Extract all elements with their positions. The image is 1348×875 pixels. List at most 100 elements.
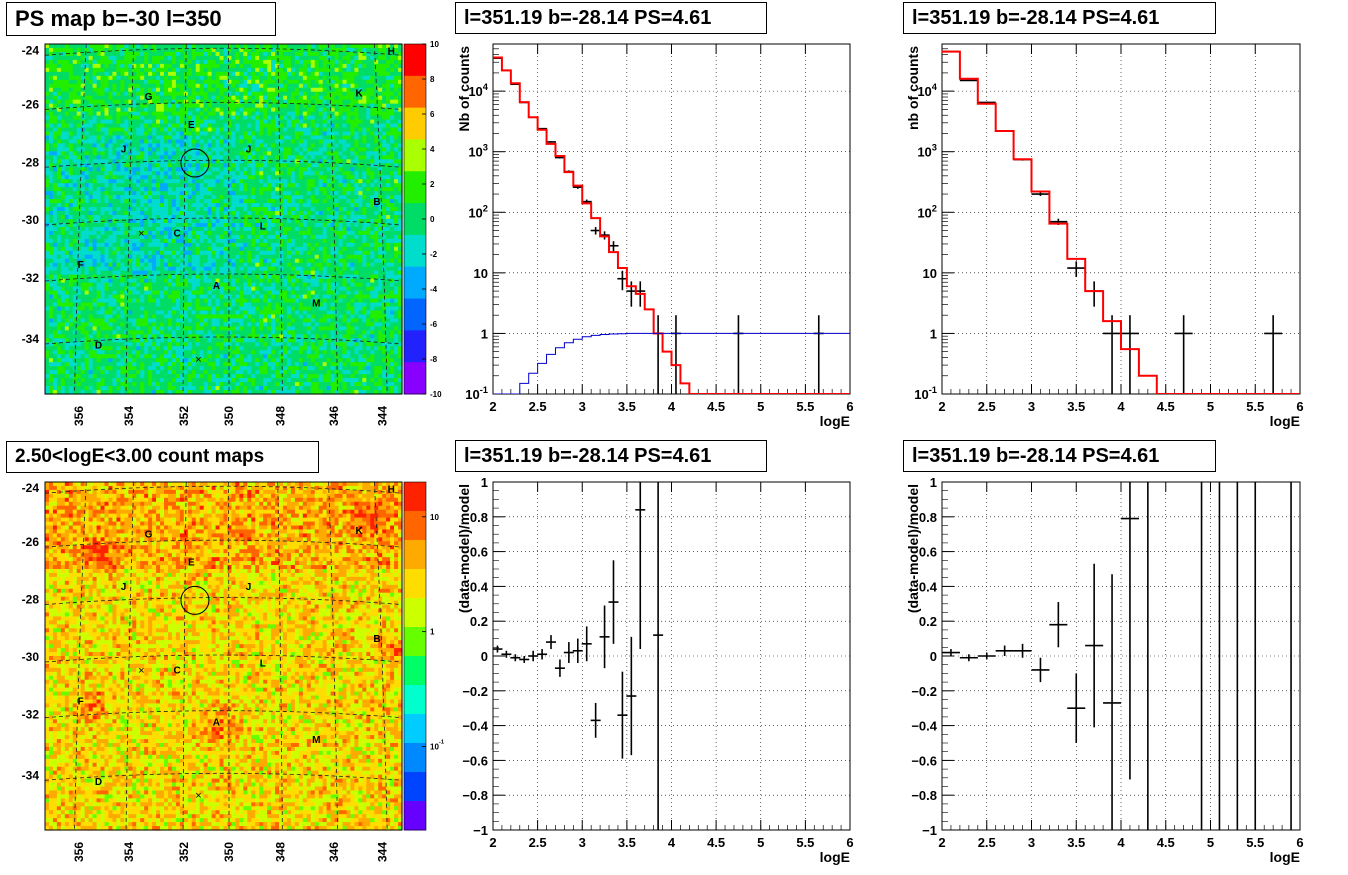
data-point — [653, 482, 664, 830]
y-tick-label: −0.2 — [911, 684, 937, 699]
palette-tick: -6 — [430, 320, 438, 329]
data-point — [1120, 482, 1139, 780]
plot-area — [942, 482, 1292, 830]
data-point — [546, 635, 557, 650]
data-point — [1174, 315, 1193, 394]
map-x-tick: 344 — [375, 842, 389, 862]
data-point — [1120, 315, 1139, 394]
data-point — [510, 654, 521, 662]
palette-top: 10 8 6 4 2 0 -2 -4 -6 -8 -10 — [403, 40, 442, 399]
y-tick-label: 102 — [917, 203, 937, 220]
map-x-tick: 356 — [72, 406, 86, 426]
x-tick-label: 2 — [489, 835, 496, 850]
data-point — [581, 626, 592, 662]
y-tick-label: −0.6 — [911, 753, 937, 768]
palette-tick: 4 — [430, 145, 435, 154]
data-point — [977, 101, 996, 104]
source-label: D — [95, 777, 102, 788]
x-tick-label: 3 — [1028, 835, 1035, 850]
x-tick-label: 2.5 — [529, 399, 547, 414]
x-tick-label: 3 — [1028, 399, 1035, 414]
sky-map-bottom: H G K E J J B C L F A M D × × -24 -26 -28 -30 -32 -34 356 354 3… — [22, 481, 403, 862]
y-tick-label: −0.4 — [462, 719, 488, 734]
data-point — [563, 642, 574, 663]
data-point — [1085, 563, 1104, 728]
y-tick-label: 1 — [481, 326, 488, 341]
data-point — [617, 671, 628, 759]
data-point — [995, 645, 1014, 656]
map-x-tick: 354 — [122, 842, 136, 862]
cross-marker: × — [195, 354, 201, 366]
source-label: K — [356, 526, 364, 537]
source-label: C — [173, 229, 180, 240]
source-label: A — [213, 718, 220, 729]
y-tick-label: 1 — [930, 326, 937, 341]
cross-marker: × — [138, 228, 144, 240]
cross-marker: × — [138, 665, 144, 677]
x-tick-label: 4.5 — [1157, 399, 1175, 414]
palette-tick: 1 — [430, 628, 435, 637]
model-histogram — [942, 50, 1300, 394]
exposure-histogram — [493, 332, 850, 394]
x-tick-label: 5 — [757, 399, 764, 414]
x-axis-title: logE — [1270, 849, 1300, 865]
palette-tick: 0 — [430, 215, 435, 224]
x-tick-label: 5.5 — [796, 399, 814, 414]
source-circle — [180, 585, 210, 615]
x-tick-label: 3 — [579, 835, 586, 850]
data-point — [617, 270, 628, 291]
y-tick-label: 0.6 — [919, 545, 937, 560]
x-tick-label: 5.5 — [796, 835, 814, 850]
source-label: L — [260, 658, 266, 669]
palette-tick: -10 — [430, 390, 442, 399]
data-point — [1031, 192, 1050, 196]
data-point — [1264, 315, 1283, 394]
palette-tick: 6 — [430, 110, 435, 119]
x-tick-label: 2 — [938, 399, 945, 414]
data-point — [635, 482, 646, 650]
spectrum-left-title: l=351.19 b=-28.14 PS=4.61 — [455, 2, 767, 34]
chart-residual-right: 2 2.5 3 3.5 4 4.5 5 5.5 6 −1 −0.8 −0.6 −0.4 −0.2 0 0.2 0… — [905, 475, 1304, 865]
x-tick-label: 4.5 — [707, 835, 725, 850]
map-x-tick: 354 — [122, 406, 136, 426]
y-axis-title: (data-model)/model — [905, 484, 921, 613]
palette-tick: 10-1 — [430, 739, 445, 751]
cross-marker: × — [195, 790, 201, 802]
palette-tick: 10 — [430, 40, 439, 49]
data-point — [493, 645, 503, 653]
data-point — [1049, 602, 1068, 648]
y-tick-label: 103 — [917, 143, 937, 160]
data-point — [590, 702, 601, 738]
data-point — [572, 638, 583, 663]
source-label: B — [373, 197, 380, 208]
x-tick-label: 4 — [668, 835, 676, 850]
palette-tick: -8 — [430, 355, 438, 364]
source-label: K — [356, 89, 364, 100]
x-axis-title: logE — [1270, 413, 1300, 429]
map-graticule — [44, 43, 403, 395]
x-tick-label: 3.5 — [618, 835, 636, 850]
palette-tick: -4 — [430, 285, 438, 294]
data-point — [1103, 315, 1122, 394]
x-tick-label: 2.5 — [978, 399, 996, 414]
palette-tick: 8 — [430, 75, 435, 84]
map-y-tick: -30 — [22, 213, 40, 227]
data-point — [554, 659, 565, 677]
x-tick-label: 5.5 — [1246, 399, 1264, 414]
plot-area — [493, 56, 850, 394]
source-label: J — [246, 582, 252, 593]
x-tick-label: 2.5 — [529, 835, 547, 850]
x-tick-label: 3 — [579, 399, 586, 414]
y-tick-label: 10 — [923, 266, 937, 281]
map-frame — [44, 481, 403, 831]
y-tick-label: 10-1 — [914, 385, 937, 402]
source-label: E — [188, 120, 195, 131]
y-tick-label: −0.2 — [462, 684, 488, 699]
x-tick-label: 5 — [1207, 835, 1214, 850]
y-axis-title: Nb of counts — [456, 46, 472, 132]
source-label: E — [188, 558, 195, 569]
x-tick-label: 4.5 — [707, 399, 725, 414]
map-x-tick: 348 — [274, 842, 288, 862]
map-x-tick: 346 — [327, 406, 341, 426]
y-tick-label: 0.2 — [919, 614, 937, 629]
